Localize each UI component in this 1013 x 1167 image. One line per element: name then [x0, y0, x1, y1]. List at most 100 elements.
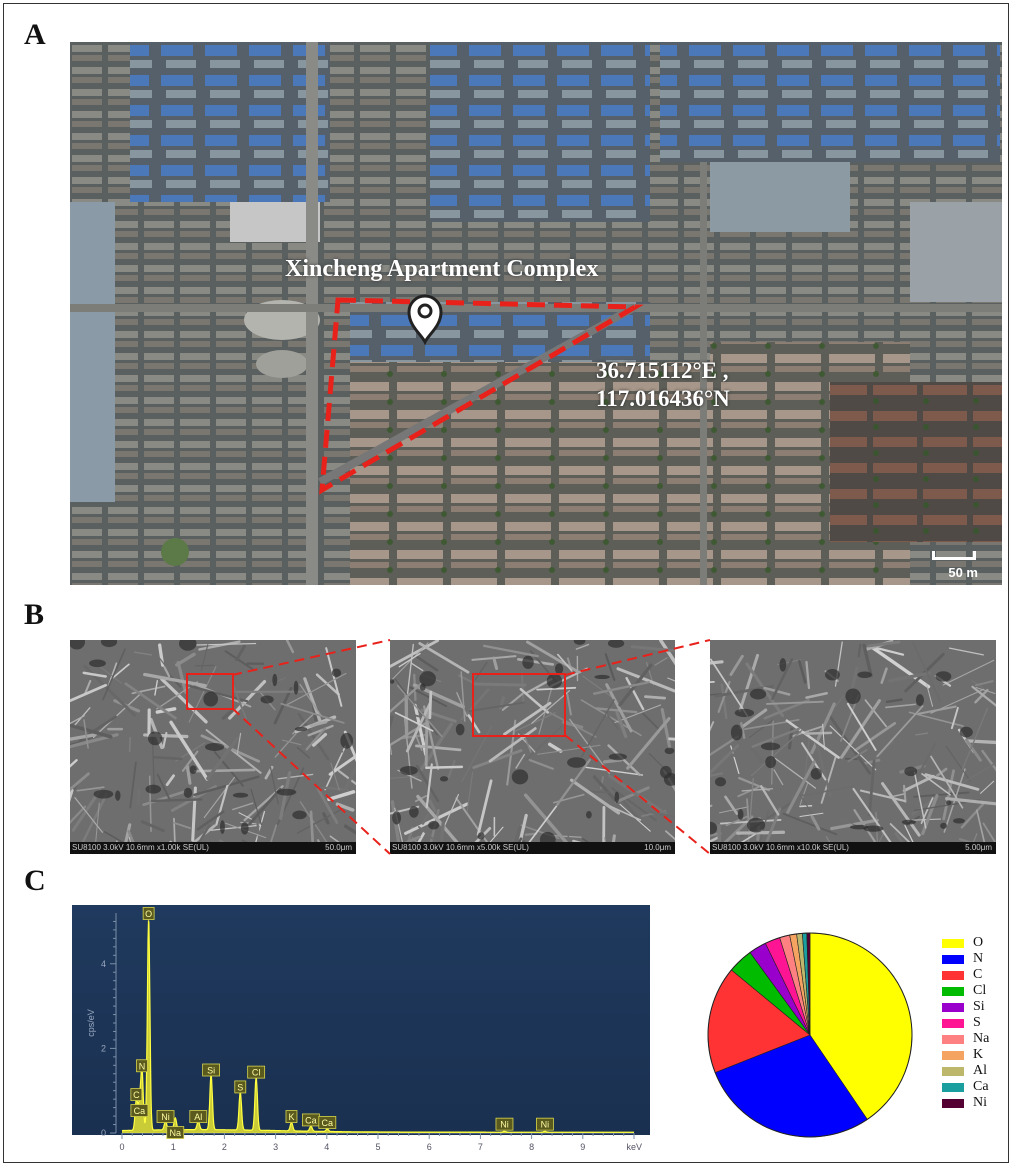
- sem-scale: 5.00μm: [965, 843, 992, 852]
- legend-swatch: [942, 1066, 964, 1076]
- zoom-connectors: [231, 639, 711, 855]
- y-axis-label: cps/eV: [86, 1009, 96, 1037]
- legend-label: Na: [973, 1031, 990, 1046]
- peak-label-box: [536, 1117, 554, 1131]
- x-tick-label: 0: [119, 1142, 124, 1152]
- legend-label: C: [973, 967, 983, 982]
- pie-legend: O N C Cl Si S Na K Al Ca Ni: [942, 935, 989, 1111]
- legend-entry-o: O: [942, 935, 989, 951]
- panel-label-b: B: [24, 598, 45, 631]
- peak-label-ni: Ni: [541, 1120, 550, 1130]
- peak-label-k: K: [288, 1112, 294, 1122]
- legend-label: Cl: [973, 983, 987, 998]
- complex-boundary: [319, 297, 644, 495]
- x-tick-label: 6: [427, 1142, 432, 1152]
- peak-label-na: Na: [169, 1128, 181, 1138]
- x-tick-label: 9: [580, 1142, 585, 1152]
- legend-swatch: [942, 1082, 964, 1092]
- legend-label: Al: [973, 1063, 987, 1078]
- peak-label-box: [156, 1110, 175, 1123]
- figure-frame: [3, 3, 1009, 1163]
- sem-scale: 50.0μm: [325, 843, 352, 852]
- sem-texture: [70, 640, 356, 854]
- legend-label: K: [973, 1047, 984, 1062]
- satellite-imagery: [70, 42, 1002, 585]
- eds-spectrum-chart: 0 1 2 3 4 5 6 7 8 9 keV 0 2 4 cps/eV O N C Ca Ni Na Al Si S Cl K C…: [72, 905, 650, 1152]
- legend-entry-na: Na: [942, 1031, 989, 1047]
- peak-label-box: [495, 1117, 514, 1131]
- eds-plot-background: [72, 905, 650, 1135]
- legend-label: S: [973, 1015, 981, 1030]
- x-unit-label: keV: [626, 1142, 642, 1152]
- legend-swatch: [942, 1018, 964, 1028]
- spectrum-line: [122, 920, 634, 1133]
- peak-label-box: [166, 1126, 185, 1139]
- zoom-box: [472, 673, 566, 737]
- y-tick-label: 2: [101, 1043, 106, 1053]
- peak-label-o: O: [145, 909, 152, 919]
- peak-label-c: C: [133, 1090, 140, 1100]
- sem-image-high-mag: SU8100 3.0kV 10.6mm x10.0k SE(UL) 5.00μm: [710, 640, 996, 854]
- legend-swatch: [942, 970, 964, 980]
- sem-scale: 10.0μm: [644, 843, 671, 852]
- peak-label-box: [285, 1110, 298, 1123]
- map-title: Xincheng Apartment Complex: [285, 256, 599, 282]
- legend-entry-al: Al: [942, 1063, 989, 1079]
- satellite-map: Xincheng Apartment Complex 36.715112°E ,…: [70, 42, 1002, 585]
- coordinate-line-1: 36.715112°E ,: [596, 358, 729, 383]
- sem-info-bar: SU8100 3.0kV 10.6mm x10.0k SE(UL): [710, 842, 996, 854]
- element-pie-chart: [707, 932, 913, 1138]
- legend-entry-c: C: [942, 967, 989, 983]
- legend-swatch: [942, 938, 964, 948]
- scale-bar: [932, 551, 976, 560]
- x-tick-label: 3: [273, 1142, 278, 1152]
- y-tick-label: 0: [101, 1128, 106, 1138]
- panel-label-c: C: [24, 864, 46, 897]
- peak-label-s: S: [237, 1082, 243, 1092]
- peak-label-ni: Ni: [161, 1112, 170, 1122]
- legend-entry-ni: Ni: [942, 1095, 989, 1111]
- legend-swatch: [942, 1002, 964, 1012]
- peak-label-box: [130, 1088, 143, 1101]
- peak-label-ca: Ca: [134, 1106, 146, 1116]
- peak-label-cl: Cl: [252, 1068, 260, 1078]
- legend-entry-n: N: [942, 951, 989, 967]
- legend-label: Ni: [973, 1095, 987, 1110]
- legend-swatch: [942, 986, 964, 996]
- legend-swatch: [942, 1034, 964, 1044]
- legend-swatch: [942, 954, 964, 964]
- peak-label-ca: Ca: [305, 1115, 317, 1125]
- scale-label: 50 m: [948, 565, 978, 580]
- sem-info-bar: SU8100 3.0kV 10.6mm x5.00k SE(UL): [390, 842, 675, 854]
- peak-label-box: [234, 1080, 247, 1094]
- peak-label-box: [189, 1110, 208, 1123]
- sem-info-bar: SU8100 3.0kV 10.6mm x1.00k SE(UL): [70, 842, 356, 854]
- peak-label-box: [130, 1104, 149, 1117]
- peak-label-si: Si: [207, 1066, 215, 1076]
- peak-label-al: Al: [194, 1112, 202, 1122]
- peak-label-ni: Ni: [500, 1120, 509, 1130]
- y-tick-label: 4: [101, 959, 106, 969]
- x-tick-label: 5: [375, 1142, 380, 1152]
- location-pin-icon: [407, 294, 443, 346]
- x-tick-label: 7: [478, 1142, 483, 1152]
- peak-label-box: [202, 1063, 220, 1077]
- legend-entry-k: K: [942, 1047, 989, 1063]
- x-tick-label: 1: [171, 1142, 176, 1152]
- x-tick-label: 8: [529, 1142, 534, 1152]
- peak-label-n: N: [139, 1061, 146, 1071]
- pie-outline: [707, 932, 913, 1138]
- coordinate-line-2: 117.016436°N: [596, 386, 730, 411]
- legend-label: N: [973, 951, 984, 966]
- legend-entry-s: S: [942, 1015, 989, 1031]
- x-tick-label: 4: [324, 1142, 329, 1152]
- peak-label-box: [142, 907, 155, 920]
- sem-texture: [710, 640, 996, 854]
- legend-entry-cl: Cl: [942, 983, 989, 999]
- legend-swatch: [942, 1098, 964, 1108]
- peak-label-box: [247, 1065, 266, 1079]
- peak-label-box: [136, 1059, 148, 1073]
- legend-entry-ca: Ca: [942, 1079, 989, 1095]
- sem-image-low-mag: SU8100 3.0kV 10.6mm x1.00k SE(UL) 50.0μm: [70, 640, 356, 854]
- zoom-box: [186, 673, 234, 710]
